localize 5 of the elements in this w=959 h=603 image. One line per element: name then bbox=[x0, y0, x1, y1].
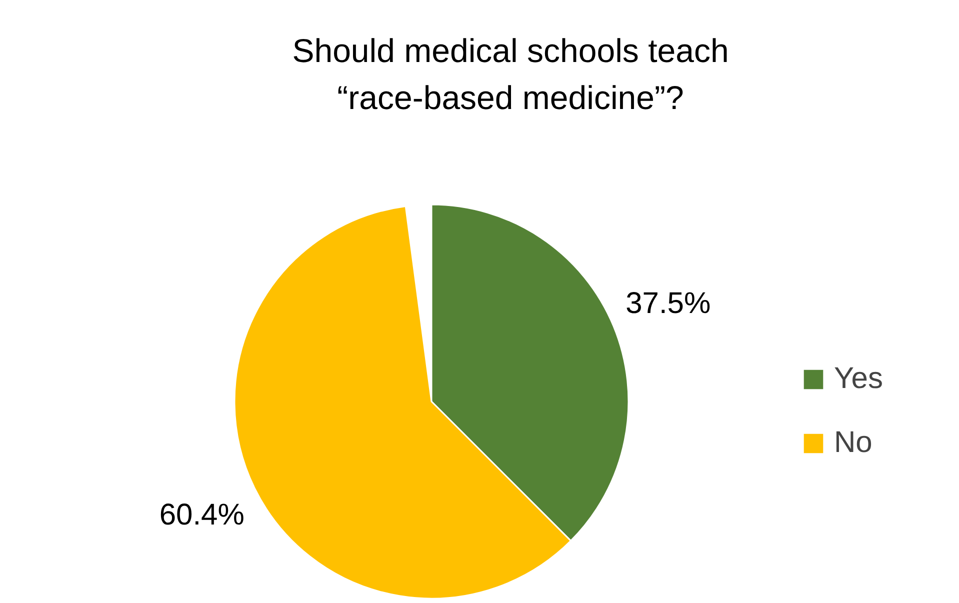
legend-label: Yes bbox=[834, 362, 883, 396]
data-label: 60.4% bbox=[159, 498, 244, 532]
chart-title: Should medical schools teach “race-based medicine”? bbox=[292, 32, 729, 116]
data-label: 37.5% bbox=[626, 286, 711, 320]
legend-label: No bbox=[834, 426, 872, 460]
